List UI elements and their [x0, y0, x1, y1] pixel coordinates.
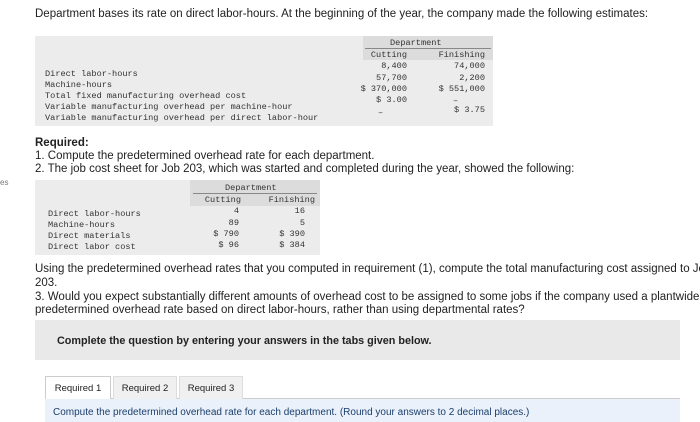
estimates-cutting-value: 57,700 [376, 73, 407, 83]
instruction-box: Complete the question by entering your a… [35, 320, 680, 360]
job-row-label: Direct labor-hours [48, 209, 141, 219]
estimates-cutting-value: – [378, 108, 384, 118]
estimates-col-cutting: Cutting [370, 50, 407, 60]
estimates-finishing-value: $ 3.75 [454, 105, 485, 115]
required-item-1: 1. Compute the predetermined overhead ra… [35, 150, 375, 162]
answer-instruction-bar: Compute the predetermined overhead rate … [45, 399, 680, 422]
estimates-finishing-value: $ 551,000 [438, 84, 485, 94]
intro-text: Department bases its rate on direct labo… [35, 8, 649, 20]
job-row-label: Direct materials [48, 231, 131, 241]
job-department-header: Department [225, 183, 277, 193]
instruction-text: Complete the question by entering your a… [57, 335, 432, 347]
estimates-row-label: Variable manufacturing overhead per dire… [45, 113, 319, 123]
tab-required-1[interactable]: Required 1 [45, 376, 111, 400]
requirement-3-text: 3. Would you expect substantially differ… [35, 291, 700, 303]
job-finishing-value: $ 384 [279, 240, 305, 250]
job-cutting-value: $ 96 [218, 240, 239, 250]
estimates-col-finishing: Finishing [438, 50, 485, 60]
requirement-3-text-cont: predetermined overhead rate based on dir… [35, 304, 525, 316]
estimates-finishing-value: – [453, 96, 459, 106]
answer-instruction-text: Compute the predetermined overhead rate … [53, 407, 530, 418]
estimates-row-label: Machine-hours [45, 80, 113, 90]
estimates-row-label: Total fixed manufacturing overhead cost [45, 91, 247, 101]
tab-bar: Required 1 Required 2 Required 3 [45, 376, 680, 400]
estimates-cutting-value: 8,400 [381, 61, 407, 71]
job-cutting-value: 4 [233, 206, 239, 216]
job-header-rule [193, 193, 317, 194]
estimates-finishing-value: 2,200 [459, 73, 485, 83]
job-finishing-value: 5 [299, 218, 305, 228]
estimates-cutting-value: $ 370,000 [360, 84, 407, 94]
estimates-cutting-value: $ 3.00 [376, 95, 407, 105]
estimates-department-header: Department [390, 38, 442, 48]
edge-fragment-text: es [0, 178, 9, 187]
estimates-finishing-value: 74,000 [454, 61, 485, 71]
job-row-label: Direct labor cost [48, 242, 136, 252]
job-cost-table: Department Cutting Finishing Direct labo… [35, 180, 320, 255]
job-row-label: Machine-hours [48, 220, 116, 230]
tab-required-3[interactable]: Required 3 [179, 376, 243, 400]
job-finishing-value: $ 390 [279, 229, 305, 239]
requirement-2-text-cont: 203. [35, 277, 58, 289]
required-heading: Required: [35, 137, 89, 149]
required-item-2: 2. The job cost sheet for Job 203, which… [35, 163, 575, 175]
requirement-2-text: Using the predetermined overhead rates t… [35, 263, 700, 275]
job-cutting-value: $ 790 [213, 229, 239, 239]
job-finishing-value: 16 [294, 206, 305, 216]
estimates-header-rule [365, 48, 491, 49]
estimates-row-label: Direct labor-hours [45, 69, 138, 79]
estimates-row-label: Variable manufacturing overhead per mach… [45, 102, 293, 112]
job-cutting-value: 89 [228, 218, 239, 228]
tab-required-2[interactable]: Required 2 [113, 376, 177, 400]
estimates-table: Department Cutting Finishing Direct labo… [35, 36, 493, 126]
job-col-cutting: Cutting [204, 195, 241, 205]
job-col-finishing: Finishing [268, 195, 315, 205]
